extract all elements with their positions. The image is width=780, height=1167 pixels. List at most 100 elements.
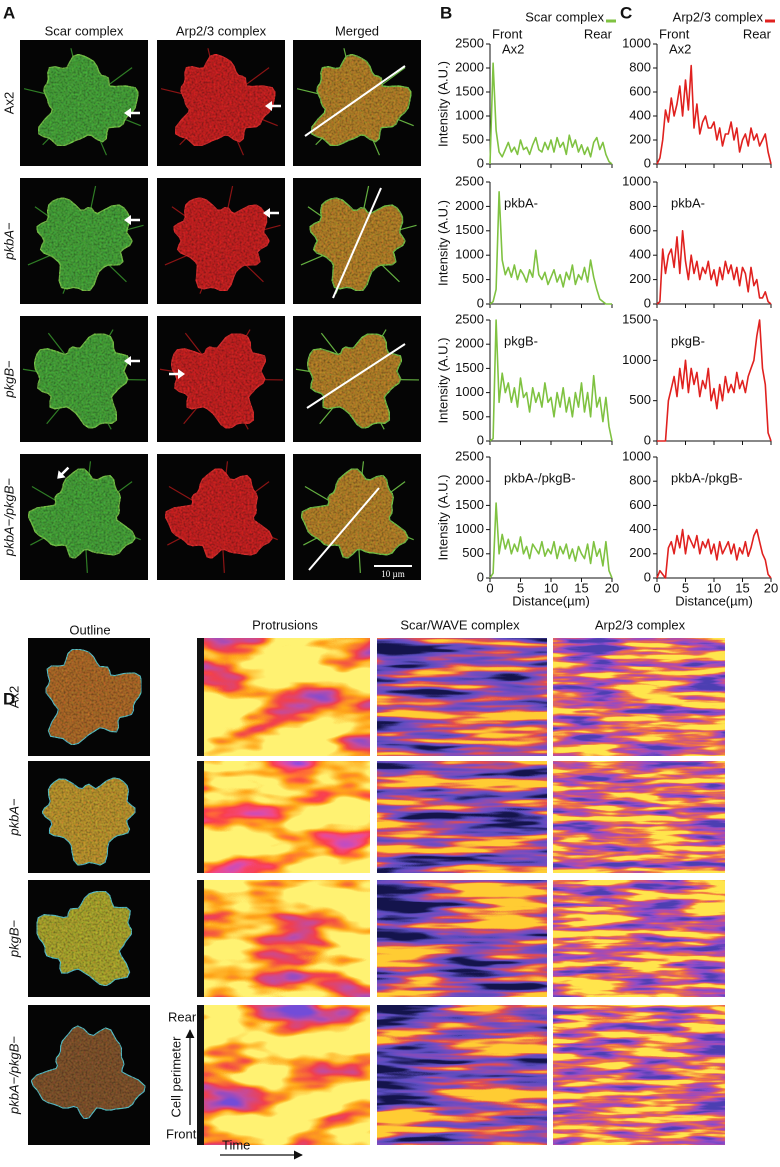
y-tick-label: 0 — [477, 155, 484, 170]
row-label: Ax2 — [1, 92, 16, 114]
line-scan — [308, 487, 380, 571]
row-label: pkbA− — [6, 798, 21, 837]
cell — [172, 197, 271, 292]
annotation: Rear — [743, 26, 772, 41]
arrow-head — [124, 108, 131, 118]
x-axis-label: Distance(µm) — [675, 593, 753, 608]
kymograph — [377, 880, 547, 997]
y-tick-label: 1000 — [622, 35, 651, 50]
row-label: pkgB− — [1, 360, 16, 399]
x-axis-label: Time — [222, 1137, 250, 1152]
y-axis-label: Intensity (A.U.) — [435, 61, 450, 147]
y-tick-label: 2500 — [455, 35, 484, 50]
y-tick-label: 0 — [644, 569, 651, 584]
x-tick-label: 10 — [544, 580, 558, 595]
cell — [306, 333, 403, 430]
y-tick-label: 1000 — [455, 384, 484, 399]
y-tick-label: 1500 — [455, 83, 484, 98]
y-tick-label: 400 — [629, 107, 651, 122]
y-tick-label: 1000 — [622, 173, 651, 188]
y-tick-label: 2000 — [455, 59, 484, 74]
axis-end-label: Front — [166, 1126, 197, 1141]
profile-line — [657, 319, 772, 442]
y-axis-label: Intensity (A.U.) — [435, 200, 450, 286]
y-tick-label: 500 — [629, 392, 651, 407]
panel-label: D — [3, 689, 15, 708]
y-tick-label: 1500 — [622, 311, 651, 326]
kymograph — [553, 638, 725, 756]
chart-title: pkbA-/pkgB- — [504, 470, 576, 485]
panel-label: C — [620, 3, 632, 22]
y-tick-label: 800 — [629, 473, 651, 488]
y-tick-label: 500 — [462, 545, 484, 560]
y-tick-label: 1000 — [622, 352, 651, 367]
profile-line — [489, 62, 613, 165]
chart-title: pkbA- — [504, 195, 538, 210]
legend-label: Scar complex — [525, 9, 604, 24]
y-tick-label: 0 — [644, 432, 651, 447]
x-tick-label: 15 — [735, 580, 749, 595]
x-tick-label: 20 — [605, 580, 619, 595]
cell — [310, 53, 413, 147]
cell-outline — [45, 648, 143, 746]
row-label: pkbA−/pkgB− — [6, 1036, 21, 1115]
kymograph — [197, 880, 370, 997]
cell — [174, 53, 277, 147]
column-header: Merged — [335, 23, 379, 38]
y-tick-label: 200 — [629, 271, 651, 286]
kymograph — [553, 1005, 725, 1145]
arrow-head — [124, 356, 131, 366]
y-tick-label: 0 — [644, 155, 651, 170]
kymograph-edge — [197, 761, 204, 873]
axis-end-label: Rear — [168, 1009, 197, 1024]
y-tick-label: 500 — [462, 271, 484, 286]
kymograph — [377, 761, 547, 873]
x-tick-label: 0 — [653, 580, 660, 595]
kymograph — [377, 638, 547, 756]
y-tick-label: 200 — [629, 545, 651, 560]
profile-line — [656, 528, 772, 579]
y-tick-label: 500 — [462, 131, 484, 146]
kymograph — [553, 761, 725, 873]
y-tick-label: 1000 — [455, 521, 484, 536]
y-tick-label: 1500 — [455, 360, 484, 375]
column-header: Arp2/3 complex — [176, 23, 267, 38]
cell — [27, 468, 137, 560]
y-tick-label: 1500 — [455, 497, 484, 512]
arrow-head — [57, 470, 66, 479]
profile-line — [656, 64, 772, 165]
profile-line — [489, 502, 613, 579]
kymograph-edge — [197, 880, 204, 997]
y-tick-label: 2000 — [455, 198, 484, 213]
y-tick-label: 600 — [629, 83, 651, 98]
scale-bar-label: 10 µm — [381, 569, 404, 579]
y-tick-label: 2500 — [455, 173, 484, 188]
row-label: Ax2 — [6, 686, 21, 708]
annotation: Front — [492, 26, 523, 41]
profile-line — [489, 319, 613, 442]
kymograph-edge — [197, 638, 204, 756]
line-scan — [304, 65, 406, 137]
kymograph — [377, 1005, 547, 1145]
row-label: pkgB− — [6, 919, 21, 958]
x-tick-label: 5 — [517, 580, 524, 595]
column-header: Scar/WAVE complex — [400, 617, 520, 632]
x-axis-label: Distance(µm) — [512, 593, 590, 608]
column-header: Arp2/3 complex — [595, 617, 686, 632]
profile-line — [656, 230, 772, 305]
y-tick-label: 800 — [629, 198, 651, 213]
y-tick-label: 2500 — [455, 311, 484, 326]
legend-label: Arp2/3 complex — [673, 9, 764, 24]
y-tick-label: 400 — [629, 247, 651, 262]
column-header: Scar complex — [45, 23, 124, 38]
panel-label: A — [3, 3, 15, 22]
x-tick-label: 0 — [486, 580, 493, 595]
y-tick-label: 600 — [629, 222, 651, 237]
x-tick-label: 15 — [574, 580, 588, 595]
chart-title: Ax2 — [502, 41, 524, 56]
x-tick-label: 20 — [764, 580, 778, 595]
annotation: Front — [659, 26, 690, 41]
annotation: Rear — [584, 26, 613, 41]
